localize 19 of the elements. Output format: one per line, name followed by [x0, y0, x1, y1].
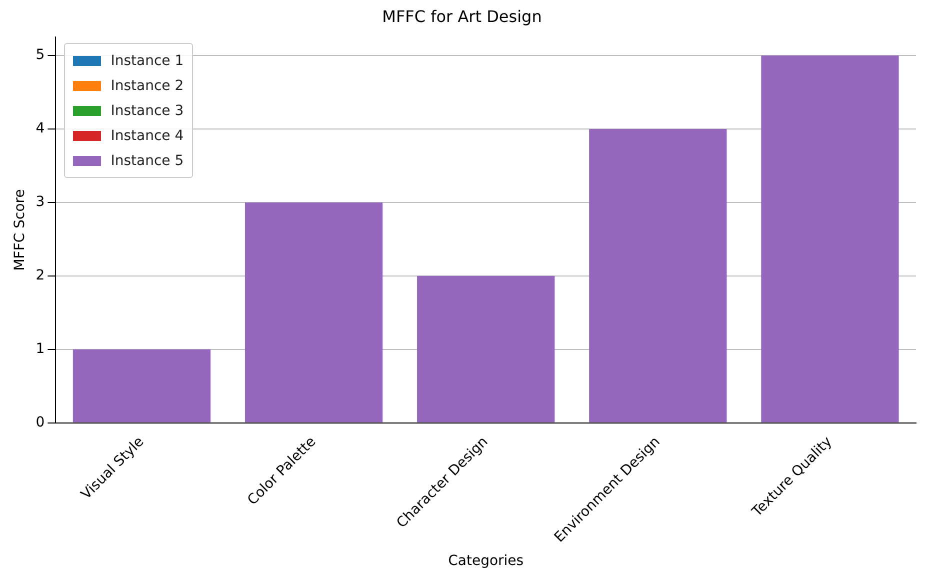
- legend-label: Instance 5: [110, 152, 184, 169]
- y-axis-title: MFFC Score: [12, 189, 28, 271]
- legend-label: Instance 2: [110, 78, 184, 94]
- bar: [244, 202, 383, 422]
- y-tick-label: 2: [36, 268, 45, 284]
- bar: [589, 129, 727, 422]
- legend-label: Instance 1: [110, 52, 184, 69]
- y-tick-label: 0: [36, 414, 45, 430]
- y-tick-label: 1: [36, 340, 45, 357]
- y-tick-label: 4: [36, 120, 45, 137]
- bar: [72, 349, 211, 422]
- y-tick-label: 5: [36, 47, 45, 64]
- legend-label: Instance 4: [110, 128, 184, 144]
- chart-title: MFFC for Art Design: [382, 6, 542, 26]
- x-axis-title: Categories: [448, 553, 524, 570]
- bar: [417, 276, 555, 422]
- bar: [761, 56, 899, 422]
- legend-label: Instance 3: [110, 102, 184, 119]
- y-tick-label: 3: [36, 194, 45, 210]
